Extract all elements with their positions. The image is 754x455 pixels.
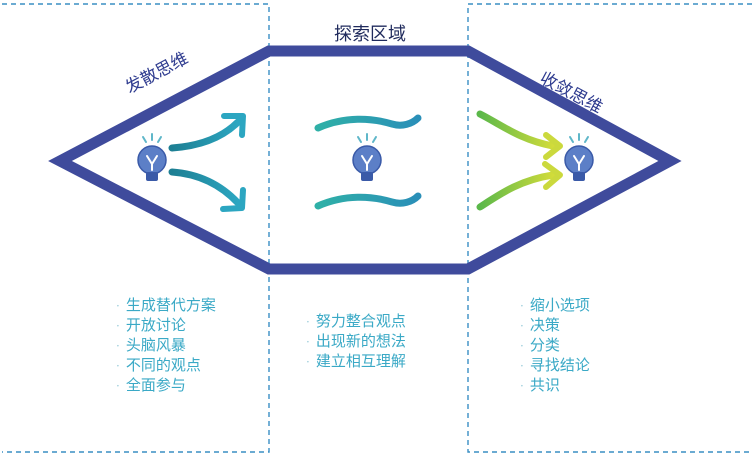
explore-title: 探索区域 <box>334 24 406 45</box>
divergent-arrows <box>168 118 242 207</box>
convergent-arrows <box>476 110 557 211</box>
lightbulb-icon <box>352 133 382 181</box>
list-item: · 开放讨论 <box>116 316 186 334</box>
list-item: · 共识 <box>520 376 560 394</box>
divergent-frame <box>2 3 270 453</box>
list-item: · 努力整合观点 <box>306 312 406 330</box>
convergent-list: · 缩小选项 · 决策 · 分类 · 寻找结论 · 共识 <box>520 296 590 396</box>
list-item: · 不同的观点 <box>116 356 201 374</box>
wave-icon <box>314 114 422 210</box>
list-item: · 建立相互理解 <box>306 352 406 370</box>
list-item: · 出现新的想法 <box>306 332 406 350</box>
list-item: · 分类 <box>520 336 560 354</box>
list-item: · 生成替代方案 <box>116 296 216 314</box>
thinking-hexagon <box>48 45 682 275</box>
arrow-icon <box>542 132 563 190</box>
list-item: · 全面参与 <box>116 376 186 394</box>
list-item: · 决策 <box>520 316 560 334</box>
convergent-frame <box>467 3 752 453</box>
list-item: · 缩小选项 <box>520 296 590 314</box>
list-item: · 寻找结论 <box>520 356 590 374</box>
list-item: · 头脑风暴 <box>116 336 186 354</box>
divergent-list: · 生成替代方案 · 开放讨论 · 头脑风暴 · 不同的观点 · 全面参与 <box>116 296 216 396</box>
lightbulb-icon <box>137 133 167 181</box>
explore-list: · 努力整合观点 · 出现新的想法 · 建立相互理解 <box>306 312 406 372</box>
arrow-icon <box>220 113 246 212</box>
lightbulb-icon <box>564 133 594 181</box>
